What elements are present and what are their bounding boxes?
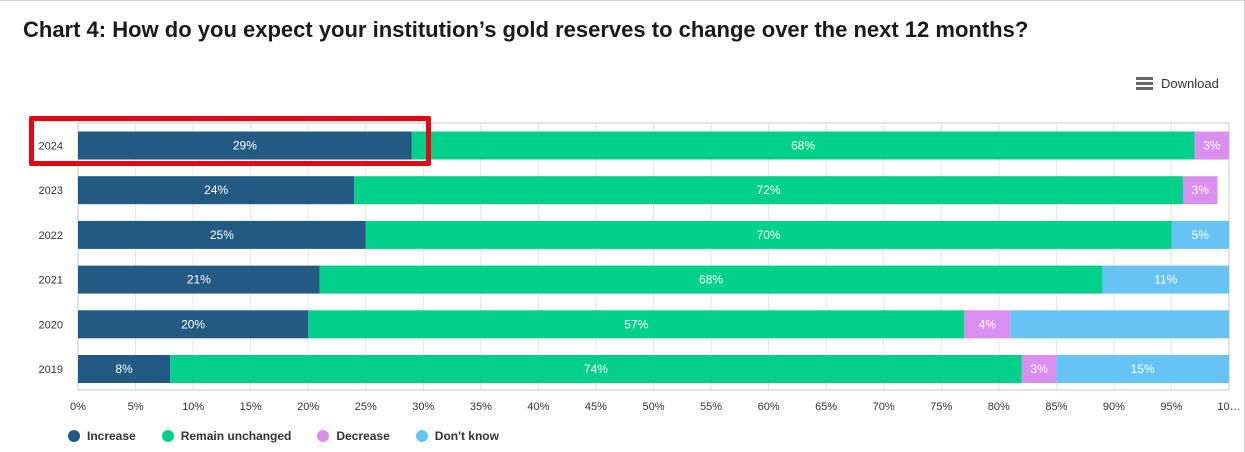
legend-marker — [68, 430, 80, 442]
y-tick-label: 2019 — [39, 364, 63, 376]
bar-segment — [1056, 355, 1229, 383]
bar-segment — [1182, 176, 1218, 205]
bar-value-label: 74% — [584, 362, 608, 376]
bar-value-label: 11% — [1154, 273, 1177, 287]
stacked-bar-chart: 29% 68% 3% 2024 24% 72% 3% 2023 25% 70% 5% 2022 21% 6… — [39, 122, 1241, 413]
legend-item[interactable]: Remain unchanged — [161, 429, 292, 443]
x-tick-label: 35% — [470, 401, 492, 413]
x-tick-label: 50% — [642, 401, 664, 413]
x-tick-label: 25% — [355, 401, 377, 413]
legend-marker — [415, 430, 428, 442]
x-tick-label: 90% — [1103, 401, 1125, 413]
bar-segment — [365, 220, 1172, 249]
x-tick-label: 65% — [815, 401, 837, 413]
bar-value-label: 68% — [791, 139, 815, 153]
bar-segment — [78, 310, 309, 339]
bar-segment — [354, 176, 1183, 205]
bar-segment — [1194, 131, 1229, 160]
x-tick-label: 70% — [873, 401, 895, 413]
bar-value-label: 4% — [979, 317, 997, 331]
download-label: Download — [1161, 76, 1219, 91]
bar-value-label: 5% — [1192, 228, 1210, 242]
bar-segment — [78, 131, 412, 160]
x-tick-label: 15% — [240, 401, 262, 413]
legend-item[interactable]: Increase — [68, 429, 136, 443]
legend-item[interactable]: Don't know — [415, 429, 499, 443]
y-tick-label: 2020 — [39, 319, 63, 331]
bar-segment — [308, 310, 965, 339]
bar-value-label: 3% — [1030, 362, 1048, 376]
x-tick-label: 75% — [930, 401, 952, 413]
highlight-annotation — [29, 116, 431, 166]
x-tick-label: 30% — [412, 401, 434, 413]
bar-value-label: 72% — [757, 183, 781, 197]
legend-label: Increase — [87, 429, 136, 443]
x-tick-label: 10% — [182, 401, 204, 413]
bar-segment — [78, 265, 320, 294]
x-tick-label: 45% — [585, 401, 607, 413]
legend-marker — [317, 430, 330, 442]
plot-frame — [77, 122, 1230, 391]
legend-item[interactable]: Decrease — [317, 429, 390, 443]
x-tick-label: 55% — [700, 401, 722, 413]
bar-segment — [1171, 220, 1229, 249]
chart-legend: Increase Remain unchanged Decrease Don't kn… — [68, 429, 499, 443]
download-button[interactable]: Download — [1136, 76, 1219, 91]
y-tick-label: 2023 — [39, 185, 63, 197]
legend-label: Decrease — [336, 429, 390, 443]
x-tick-label: 95% — [1160, 401, 1182, 413]
x-tick-label: 40% — [527, 401, 549, 413]
bar-segment — [319, 265, 1103, 294]
bar-value-label: 15% — [1131, 362, 1155, 376]
bar-segment — [78, 176, 355, 205]
bar-value-label: 20% — [181, 317, 205, 331]
bar-value-label: 70% — [757, 228, 781, 242]
menu-icon — [1136, 77, 1153, 90]
bar-value-label: 24% — [204, 183, 228, 197]
bar-segment — [1010, 310, 1229, 339]
x-tick-label: 20% — [297, 401, 319, 413]
legend-label: Don't know — [434, 429, 499, 443]
bar-segment — [411, 131, 1195, 160]
legend-label: Remain unchanged — [180, 429, 292, 443]
x-tick-label: 5% — [128, 401, 144, 413]
bar-value-label: 29% — [233, 139, 257, 153]
chart-title: Chart 4: How do you expect your institut… — [23, 17, 1029, 42]
x-tick-label: 60% — [758, 401, 780, 413]
bar-segment — [1102, 265, 1229, 294]
bar-value-label: 3% — [1192, 183, 1210, 197]
bar-value-label: 21% — [187, 273, 211, 287]
bar-value-label: 8% — [115, 362, 133, 376]
bar-value-label: 3% — [1203, 139, 1221, 153]
x-tick-label: 80% — [988, 401, 1010, 413]
bar-segment — [78, 220, 366, 249]
x-tick-label: 85% — [1045, 401, 1067, 413]
legend-marker — [161, 430, 174, 442]
x-tick-label: 10… — [1217, 401, 1240, 413]
bar-segment — [1021, 355, 1057, 383]
y-tick-label: 2021 — [39, 275, 63, 287]
y-tick-label: 2024 — [39, 141, 63, 153]
bar-segment — [964, 310, 1011, 339]
bar-value-label: 25% — [210, 228, 234, 242]
bar-value-label: 68% — [699, 273, 723, 287]
y-tick-label: 2022 — [39, 230, 63, 242]
x-tick-label: 0% — [70, 401, 86, 413]
bar-value-label: 57% — [624, 317, 648, 331]
bar-segment — [78, 355, 171, 383]
bar-segment — [170, 355, 1022, 383]
